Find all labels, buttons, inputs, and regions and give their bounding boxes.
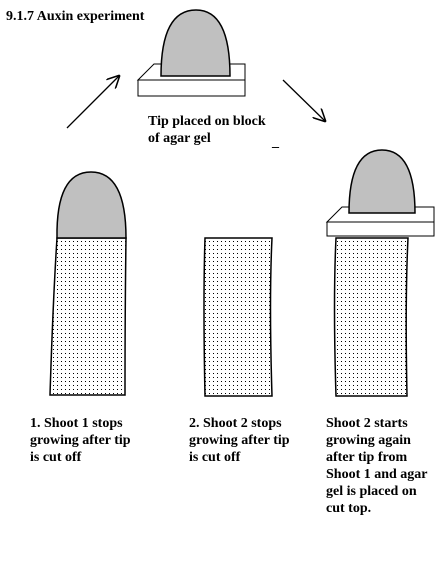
shoot-3-caption: Shoot 2 starts growing again after tip f… xyxy=(326,416,428,516)
arrow-down-right xyxy=(282,79,325,121)
shoot-1-stem xyxy=(49,237,127,396)
shoot-1-caption: 1. Shoot 1 stops growing after tip is cu… xyxy=(30,416,131,465)
shoot-tip-top xyxy=(160,9,231,77)
shoot-2-stem xyxy=(203,237,273,397)
shoot-2-caption: 2. Shoot 2 stops growing after tip is cu… xyxy=(189,416,290,465)
shoot-1-tip xyxy=(56,171,127,239)
shoot-3-stem xyxy=(333,237,409,397)
diagram-title: 9.1.7 Auxin experiment xyxy=(6,9,145,24)
tip-caption: Tip placed on block of agar gel xyxy=(148,114,266,146)
shoot-3-tip xyxy=(348,149,416,214)
arrow-up-right xyxy=(66,76,119,129)
stray-mark: _ xyxy=(272,135,279,150)
